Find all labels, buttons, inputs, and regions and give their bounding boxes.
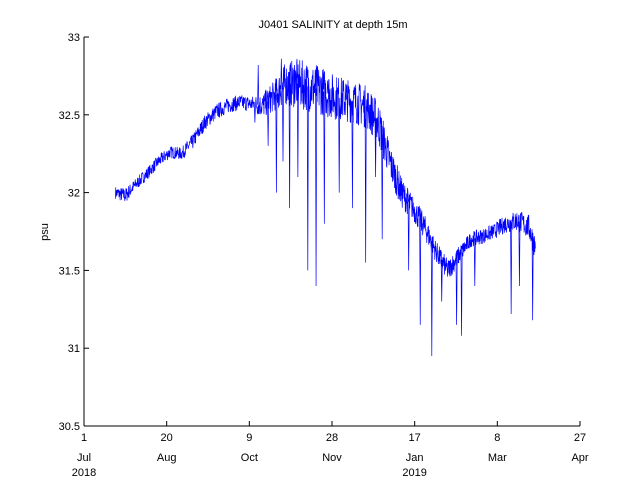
- x-tick-month-label: Jul: [77, 452, 91, 464]
- x-tick-month-label: Oct: [241, 452, 258, 464]
- y-tick-label: 31.5: [59, 265, 80, 277]
- series-line: [115, 58, 536, 356]
- x-tick-year-label: 2019: [402, 467, 426, 479]
- y-tick-label: 32.5: [59, 110, 80, 122]
- y-tick-label: 31: [68, 343, 80, 355]
- axes-layer: 30.5 31 31.5 32 32.5 33 1 Jul 2018 20 Aug 9 Oct 28 Nov…: [59, 32, 589, 479]
- x-tick-day-label: 27: [574, 432, 586, 444]
- x-tick-month-label: Mar: [488, 452, 507, 464]
- x-tick-year-label: 2018: [72, 467, 96, 479]
- y-axis-label: psu: [39, 223, 51, 241]
- y-tick-label: 30.5: [59, 421, 80, 433]
- chart-title: J0401 SALINITY at depth 15m: [259, 19, 408, 31]
- x-tick-month-label: Aug: [157, 452, 177, 464]
- x-tick-month-label: Jan: [406, 452, 424, 464]
- x-tick-day-label: 28: [326, 432, 338, 444]
- x-tick-day-label: 1: [81, 432, 87, 444]
- x-tick-day-label: 20: [161, 432, 173, 444]
- x-tick-day-label: 9: [246, 432, 252, 444]
- x-tick-day-label: 17: [409, 432, 421, 444]
- x-tick-month-label: Nov: [322, 452, 342, 464]
- series-layer: [115, 58, 536, 356]
- x-tick-day-label: 8: [494, 432, 500, 444]
- y-tick-label: 33: [68, 32, 80, 44]
- x-tick-month-label: Apr: [571, 452, 588, 464]
- y-tick-label: 32: [68, 188, 80, 200]
